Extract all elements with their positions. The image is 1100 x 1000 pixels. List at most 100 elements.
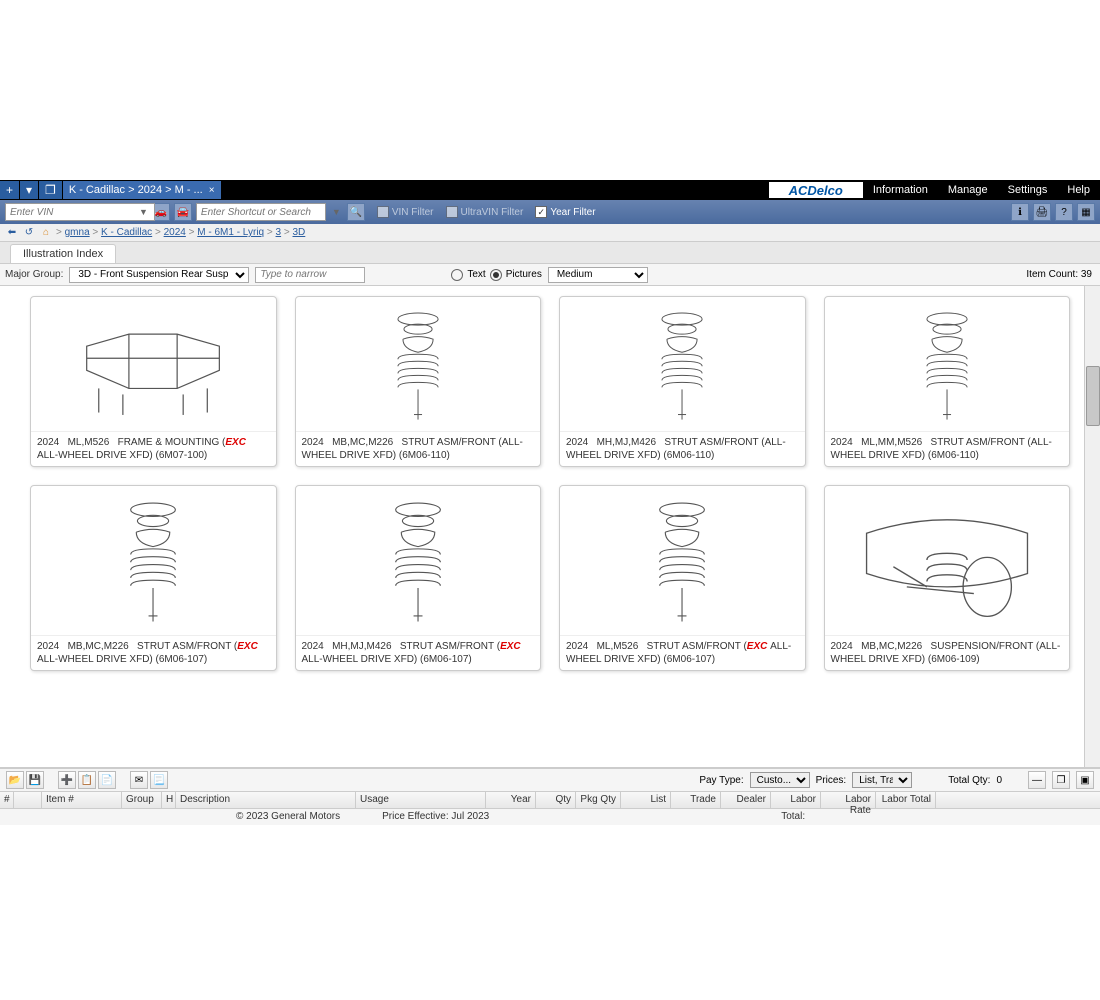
active-tab[interactable]: K - Cadillac > 2024 > M - ... × bbox=[63, 181, 221, 199]
thumbnail-card[interactable]: 2024 ML,M526 FRAME & MOUNTING (EXC ALL-W… bbox=[30, 296, 277, 467]
column-header[interactable]: List bbox=[621, 792, 671, 808]
thumbnail-image bbox=[31, 297, 276, 432]
tab-title: K - Cadillac > 2024 > M - ... bbox=[69, 184, 203, 196]
help-icon[interactable]: ? bbox=[1055, 203, 1073, 221]
column-header[interactable]: Description bbox=[176, 792, 356, 808]
app-window: + ▾ ❐ K - Cadillac > 2024 > M - ... × AC… bbox=[0, 180, 1100, 825]
thumbnail-caption: 2024 MB,MC,M226 SUSPENSION/FRONT (ALL-WH… bbox=[825, 636, 1070, 670]
doc-icon[interactable]: 📃 bbox=[150, 771, 168, 789]
search-wrap: ▼ 🔍 bbox=[196, 203, 365, 221]
thumbnail-card[interactable]: 2024 MH,MJ,M426 STRUT ASM/FRONT (ALL-WHE… bbox=[559, 296, 806, 467]
thumbnail-image bbox=[560, 297, 805, 432]
thumbnail-image bbox=[296, 486, 541, 636]
scrollbar[interactable] bbox=[1084, 286, 1100, 767]
thumbnail-caption: 2024 ML,MM,M526 STRUT ASM/FRONT (ALL-WHE… bbox=[825, 432, 1070, 466]
column-header[interactable]: Trade bbox=[671, 792, 721, 808]
column-header[interactable]: Labor bbox=[771, 792, 821, 808]
thumbnail-caption: 2024 MB,MC,M226 STRUT ASM/FRONT (ALL-WHE… bbox=[296, 432, 541, 466]
print-icon[interactable]: 🖨 bbox=[1033, 203, 1051, 221]
vin-filter-checkbox[interactable]: VIN Filter bbox=[377, 206, 434, 218]
column-header[interactable]: Qty bbox=[536, 792, 576, 808]
scroll-thumb[interactable] bbox=[1086, 366, 1100, 426]
chevron-down-icon[interactable]: ▼ bbox=[332, 207, 341, 217]
back-icon[interactable]: ⬅ bbox=[5, 226, 19, 240]
add-tab-button[interactable]: + bbox=[0, 181, 19, 199]
thumbnail-card[interactable]: 2024 MB,MC,M226 STRUT ASM/FRONT (ALL-WHE… bbox=[295, 296, 542, 467]
nav-settings[interactable]: Settings bbox=[998, 184, 1058, 196]
major-group-select[interactable]: 3D - Front Suspension Rear Suspension Ch… bbox=[69, 267, 249, 283]
nav-information[interactable]: Information bbox=[863, 184, 938, 196]
thumbnail-grid: 2024 ML,M526 FRAME & MOUNTING (EXC ALL-W… bbox=[0, 286, 1100, 681]
thumbnail-card[interactable]: 2024 MH,MJ,M426 STRUT ASM/FRONT (EXC ALL… bbox=[295, 485, 542, 671]
tab-illustration-index[interactable]: Illustration Index bbox=[10, 244, 116, 263]
column-header[interactable]: Usage bbox=[356, 792, 486, 808]
footer-row: © 2023 General Motors Price Effective: J… bbox=[0, 809, 1100, 825]
year-filter-checkbox[interactable]: ✓Year Filter bbox=[535, 206, 595, 218]
column-header[interactable]: Pkg Qty bbox=[576, 792, 621, 808]
nav-help[interactable]: Help bbox=[1057, 184, 1100, 196]
home-icon[interactable]: ⌂ bbox=[39, 226, 53, 240]
search-vehicle-icon[interactable]: 🚘 bbox=[174, 203, 192, 221]
thumbnail-card[interactable]: 2024 ML,MM,M526 STRUT ASM/FRONT (ALL-WHE… bbox=[824, 296, 1071, 467]
size-select[interactable]: Medium bbox=[548, 267, 648, 283]
breadcrumb-item[interactable]: 2024 bbox=[164, 227, 186, 238]
minimize-icon[interactable]: — bbox=[1028, 771, 1046, 789]
mail-icon[interactable]: ✉ bbox=[130, 771, 148, 789]
info-icon[interactable]: ℹ bbox=[1011, 203, 1029, 221]
text-radio[interactable] bbox=[451, 269, 463, 281]
totals-bar: Pay Type: Custo... Prices: List, Trade .… bbox=[699, 771, 1094, 789]
gm-icon[interactable]: ▦ bbox=[1077, 203, 1095, 221]
bookmark-button[interactable]: ❐ bbox=[39, 181, 62, 199]
thumbnail-caption: 2024 MH,MJ,M426 STRUT ASM/FRONT (ALL-WHE… bbox=[560, 432, 805, 466]
bottom-toolbar: 📂 💾 ➕ 📋 📄 ✉ 📃 Pay Type: Custo... Prices:… bbox=[0, 769, 1100, 791]
thumbnail-caption: 2024 ML,M526 STRUT ASM/FRONT (EXC ALL-WH… bbox=[560, 636, 805, 670]
column-header[interactable] bbox=[14, 792, 42, 808]
paste-icon[interactable]: 📄 bbox=[98, 771, 116, 789]
chevron-down-icon[interactable]: ▼ bbox=[139, 207, 148, 217]
open-icon[interactable]: 📂 bbox=[6, 771, 24, 789]
history-icon[interactable]: ↺ bbox=[22, 226, 36, 240]
bottom-panel: 📂 💾 ➕ 📋 📄 ✉ 📃 Pay Type: Custo... Prices:… bbox=[0, 767, 1100, 825]
thumbnail-card[interactable]: 2024 ML,M526 STRUT ASM/FRONT (EXC ALL-WH… bbox=[559, 485, 806, 671]
prices-select[interactable]: List, Trade .. bbox=[852, 772, 912, 788]
thumbnail-image bbox=[560, 486, 805, 636]
breadcrumb-item[interactable]: K - Cadillac bbox=[101, 227, 152, 238]
copy-icon[interactable]: 📋 bbox=[78, 771, 96, 789]
column-header[interactable]: Labor Rate bbox=[821, 792, 876, 808]
thumbnail-card[interactable]: 2024 MB,MC,M226 STRUT ASM/FRONT (EXC ALL… bbox=[30, 485, 277, 671]
pay-type-select[interactable]: Custo... bbox=[750, 772, 810, 788]
column-header[interactable]: Labor Total bbox=[876, 792, 936, 808]
thumbnail-caption: 2024 MB,MC,M226 STRUT ASM/FRONT (EXC ALL… bbox=[31, 636, 276, 670]
maximize-icon[interactable]: ▣ bbox=[1076, 771, 1094, 789]
restore-icon[interactable]: ❐ bbox=[1052, 771, 1070, 789]
save-icon[interactable]: 💾 bbox=[26, 771, 44, 789]
view-mode-group: Text Pictures bbox=[451, 269, 541, 281]
ultravin-filter-checkbox[interactable]: UltraVIN Filter bbox=[446, 206, 524, 218]
breadcrumb-item[interactable]: M - 6M1 - Lyriq bbox=[197, 227, 264, 238]
column-header[interactable]: # bbox=[0, 792, 14, 808]
search-icon[interactable]: 🔍 bbox=[347, 203, 365, 221]
column-header[interactable]: H bbox=[162, 792, 176, 808]
breadcrumb-item[interactable]: 3D bbox=[293, 227, 306, 238]
column-header[interactable]: Group bbox=[122, 792, 162, 808]
title-bar: + ▾ ❐ K - Cadillac > 2024 > M - ... × AC… bbox=[0, 180, 1100, 200]
pictures-radio[interactable] bbox=[490, 269, 502, 281]
breadcrumb: ⬅ ↺ ⌂ > gmna > K - Cadillac > 2024 > M -… bbox=[0, 224, 1100, 242]
vin-input[interactable] bbox=[5, 203, 155, 221]
filter-bar: Major Group: 3D - Front Suspension Rear … bbox=[0, 264, 1100, 286]
column-header[interactable]: Year bbox=[486, 792, 536, 808]
thumbnail-card[interactable]: 2024 MB,MC,M226 SUSPENSION/FRONT (ALL-WH… bbox=[824, 485, 1071, 671]
thumbnail-image bbox=[825, 486, 1070, 636]
header-right: ACDelco Information Manage Settings Help bbox=[769, 180, 1100, 200]
column-header[interactable]: Item # bbox=[42, 792, 122, 808]
column-header[interactable]: Dealer bbox=[721, 792, 771, 808]
search-input[interactable] bbox=[196, 203, 326, 221]
nav-manage[interactable]: Manage bbox=[938, 184, 998, 196]
breadcrumb-item[interactable]: gmna bbox=[65, 227, 90, 238]
major-group-label: Major Group: bbox=[5, 269, 63, 280]
close-icon[interactable]: × bbox=[209, 185, 215, 196]
narrow-input[interactable] bbox=[255, 267, 365, 283]
tab-dropdown-button[interactable]: ▾ bbox=[20, 181, 38, 199]
add-icon[interactable]: ➕ bbox=[58, 771, 76, 789]
thumbnail-image bbox=[296, 297, 541, 432]
